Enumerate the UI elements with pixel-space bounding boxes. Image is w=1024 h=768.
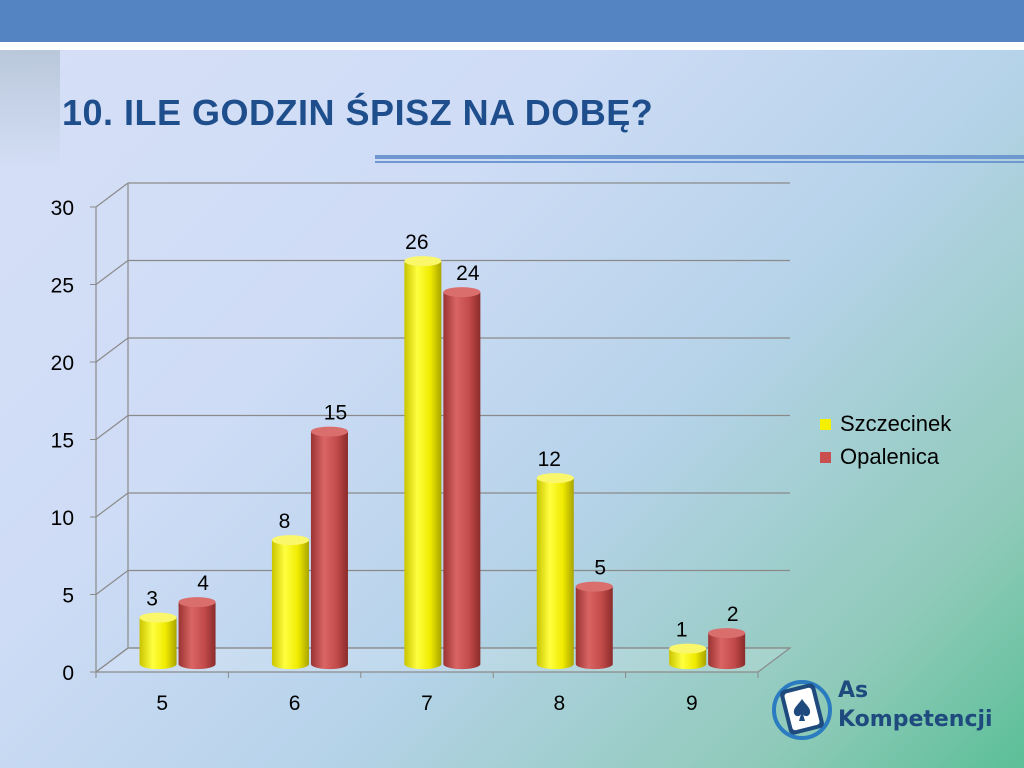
chart-legend: Szczecinek Opalenica <box>820 410 951 476</box>
title-rule-thin <box>375 161 1024 163</box>
bar-body <box>310 431 348 670</box>
y-tick-label: 15 <box>51 430 74 453</box>
bar-top <box>708 628 746 639</box>
legend-swatch-red <box>820 451 831 463</box>
bar-szczecinek-5 <box>139 612 177 670</box>
data-label: 2 <box>727 603 739 626</box>
legend-label: Szczecinek <box>840 411 952 436</box>
bar-body <box>536 478 574 670</box>
y-tick-label: 5 <box>62 585 74 608</box>
x-tick-label: 9 <box>686 692 698 715</box>
bar-szczecinek-8 <box>536 473 574 670</box>
bar-top <box>310 426 348 437</box>
bar-opalenica-8 <box>575 581 613 670</box>
bar-body <box>139 617 177 670</box>
bar-body <box>708 633 746 670</box>
header-band <box>0 0 1024 42</box>
gridline-diagonal <box>95 570 129 595</box>
data-label: 5 <box>594 557 606 580</box>
as-kompetencji-logo: As Kompetencji <box>770 672 1000 744</box>
title-rule <box>375 155 1024 159</box>
data-label: 15 <box>324 402 347 425</box>
bar-body <box>178 602 216 670</box>
x-tick-label: 7 <box>421 692 433 715</box>
bar-szczecinek-7 <box>404 256 442 670</box>
x-tick-label: 6 <box>289 692 301 715</box>
bar-opalenica-6 <box>310 426 348 670</box>
legend-item-opalenica: Opalenica <box>820 443 951 471</box>
data-label: 8 <box>279 510 291 533</box>
bar-szczecinek-9 <box>669 643 707 670</box>
gridline-diagonal <box>95 415 129 440</box>
bar-top <box>536 473 574 484</box>
bar-body <box>575 586 613 670</box>
bar-body <box>443 292 481 670</box>
y-tick-label: 30 <box>51 197 74 220</box>
bar-top <box>404 256 442 267</box>
gridline-diagonal <box>95 182 129 208</box>
bar-szczecinek-6 <box>271 535 309 670</box>
slide-title: 10. ILE GODZIN ŚPISZ NA DOBĘ? <box>62 92 654 133</box>
data-label: 3 <box>146 588 158 611</box>
data-label: 26 <box>405 231 428 254</box>
gridline-diagonal <box>95 492 129 518</box>
bar-top <box>139 612 177 623</box>
bar-body <box>669 648 707 670</box>
logo-text: As Kompetencji <box>838 676 993 734</box>
bar-top <box>178 597 216 608</box>
decorative-fade <box>0 50 60 170</box>
bar-body <box>271 540 309 670</box>
bar-top <box>443 287 481 298</box>
y-tick-label: 20 <box>51 352 74 375</box>
bar-top <box>271 535 309 546</box>
bar-body <box>404 261 442 670</box>
legend-item-szczecinek: Szczecinek <box>820 410 951 438</box>
logo-line-1: As <box>838 678 869 703</box>
bar-opalenica-9 <box>708 628 746 670</box>
gridline-diagonal <box>95 337 129 363</box>
x-tick-label: 8 <box>554 692 566 715</box>
header-divider <box>0 42 1024 50</box>
bar-opalenica-5 <box>178 597 216 670</box>
gridline-diagonal <box>95 260 129 285</box>
x-tick-label: 5 <box>156 692 168 715</box>
data-label: 1 <box>676 619 688 642</box>
data-label: 24 <box>456 262 480 285</box>
bar-top <box>575 581 613 592</box>
bar-top <box>669 643 707 654</box>
y-tick-label: 0 <box>62 662 74 685</box>
y-tick-label: 10 <box>51 507 74 530</box>
data-label: 4 <box>197 572 209 595</box>
y-tick-label: 25 <box>51 275 74 298</box>
spade-card-icon <box>772 680 832 740</box>
data-label: 12 <box>538 448 561 471</box>
bar-opalenica-7 <box>443 287 481 670</box>
chart-floor <box>94 647 792 673</box>
legend-label: Opalenica <box>840 444 940 469</box>
logo-line-2: Kompetencji <box>838 707 993 732</box>
legend-swatch-yellow <box>820 418 831 430</box>
